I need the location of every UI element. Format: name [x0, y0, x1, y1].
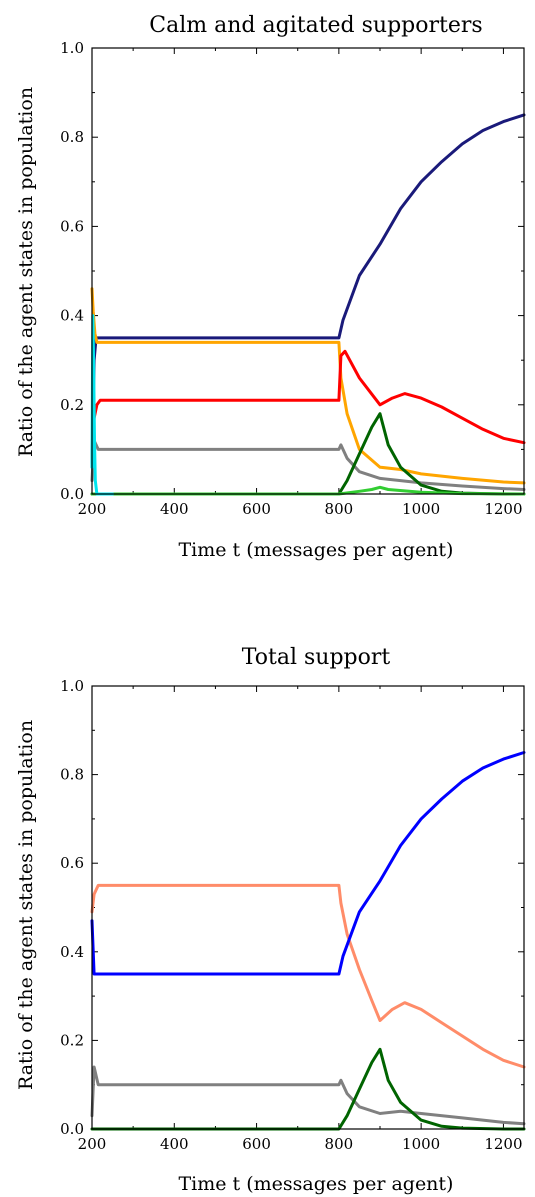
series-line-2 [90, 751, 526, 976]
x-tick-label: 400 [160, 500, 189, 518]
x-tick-label: 1000 [402, 500, 440, 518]
series-line-2 [90, 287, 526, 485]
y-tick-label: 0.0 [60, 1120, 84, 1138]
data-series [90, 751, 526, 1131]
data-series [90, 113, 526, 496]
plot-frame [91, 685, 525, 1130]
y-tick-label: 0.2 [60, 396, 84, 414]
x-tick-label: 1200 [484, 500, 522, 518]
x-axis-label: Time t (messages per agent) [179, 1173, 454, 1195]
series-line-3 [90, 349, 526, 460]
series-line-3 [90, 1065, 526, 1126]
series-line-1 [90, 113, 526, 465]
series-line-5 [90, 412, 526, 496]
y-tick-label: 1.0 [60, 677, 84, 695]
series-line-6 [90, 485, 526, 496]
y-tick-label: 0.4 [60, 307, 84, 325]
y-tick-label: 0.6 [60, 217, 84, 235]
y-tick-label: 0.0 [60, 485, 84, 503]
plot-frame [91, 47, 525, 495]
y-tick-label: 0.2 [60, 1031, 84, 1049]
x-axis-label: Time t (messages per agent) [179, 539, 454, 561]
chart-calm-agitated: Calm and agitated supporters Time t (mes… [15, 13, 526, 561]
y-axis-label: Ratio of the agent states in population [15, 87, 37, 457]
x-tick-label: 800 [325, 500, 354, 518]
x-tick-label: 200 [78, 1135, 107, 1153]
chart-total-support: Total support Time t (messages per agent… [15, 645, 526, 1195]
x-tick-label: 600 [242, 1135, 271, 1153]
series-line-4 [90, 1047, 526, 1131]
axis-ticks: 200 400 600 800 1000 1200 0.0 0.2 0.4 0.6 0.8 1.0 [60, 39, 524, 518]
x-tick-label: 800 [325, 1135, 354, 1153]
series-line-1 [90, 883, 526, 1069]
x-tick-label: 200 [78, 500, 107, 518]
y-tick-label: 0.4 [60, 943, 84, 961]
y-tick-label: 0.6 [60, 854, 84, 872]
x-tick-label: 1000 [402, 1135, 440, 1153]
chart-title: Total support [242, 645, 391, 670]
x-tick-label: 1200 [484, 1135, 522, 1153]
y-tick-label: 0.8 [60, 128, 84, 146]
series-line-4 [90, 439, 526, 491]
y-tick-label: 0.8 [60, 766, 84, 784]
y-tick-label: 1.0 [60, 39, 84, 57]
axis-ticks: 200 400 600 800 1000 1200 0.0 0.2 0.4 0.6 0.8 1.0 [60, 677, 524, 1153]
x-tick-label: 600 [242, 500, 271, 518]
y-axis-label: Ratio of the agent states in population [15, 720, 37, 1090]
x-tick-label: 400 [160, 1135, 189, 1153]
chart-title: Calm and agitated supporters [149, 13, 482, 38]
